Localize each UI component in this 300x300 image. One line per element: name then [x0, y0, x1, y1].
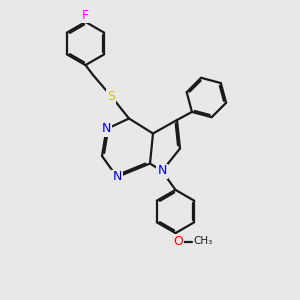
Text: F: F	[82, 9, 89, 22]
Text: N: N	[112, 170, 122, 184]
Text: N: N	[157, 164, 167, 178]
Text: O: O	[174, 235, 183, 248]
Text: S: S	[107, 89, 115, 103]
Text: N: N	[102, 122, 111, 136]
Text: CH₃: CH₃	[194, 236, 213, 247]
